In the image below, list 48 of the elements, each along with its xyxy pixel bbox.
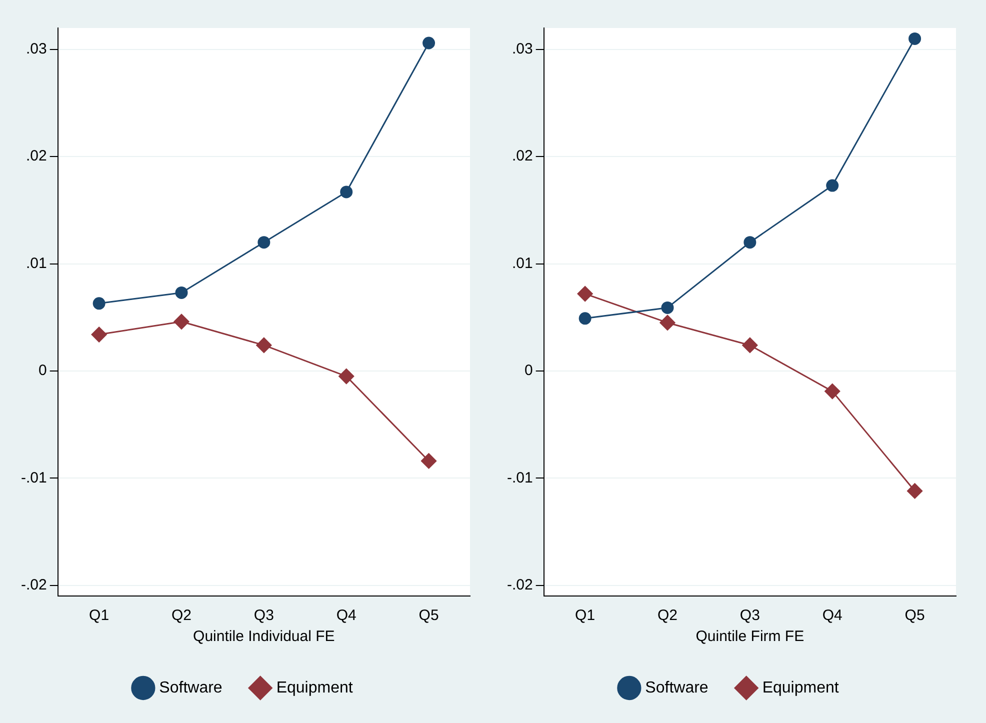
point <box>742 337 758 353</box>
legend-label: Equipment <box>276 679 354 696</box>
point <box>577 286 593 302</box>
x-tick-label: Q3 <box>254 607 274 624</box>
point <box>174 314 190 330</box>
point <box>907 483 923 499</box>
point <box>824 384 840 400</box>
legend-label: Equipment <box>762 679 840 696</box>
point <box>578 312 592 325</box>
x-tick-label: Q2 <box>171 607 192 624</box>
point <box>826 179 839 192</box>
point <box>256 337 272 353</box>
point <box>661 301 674 314</box>
point <box>908 32 922 45</box>
legend-label: Software <box>645 679 708 696</box>
y-tick-label: 0 <box>524 362 533 380</box>
x-tick-label: Q5 <box>418 607 439 624</box>
y-tick-label: -.02 <box>506 576 533 594</box>
y-tick-label: .02 <box>26 148 47 165</box>
y-tick-label: -.01 <box>20 469 47 486</box>
y-tick-label: 0 <box>38 362 47 380</box>
x-tick-label: Q1 <box>89 607 110 624</box>
y-tick-label: .03 <box>26 40 47 58</box>
x-axis-title: Quintile Firm FE <box>696 628 804 646</box>
point <box>340 186 353 198</box>
point <box>660 314 676 330</box>
y-tick-label: .02 <box>512 148 533 165</box>
x-tick-label: Q1 <box>575 607 596 624</box>
legend-label: Software <box>159 679 222 696</box>
y-tick-label: .01 <box>512 254 533 272</box>
point <box>422 36 436 50</box>
point <box>92 297 106 310</box>
x-tick-label: Q3 <box>740 607 760 624</box>
point <box>175 286 188 299</box>
point <box>338 368 354 384</box>
x-axis-title: Quintile Individual FE <box>193 628 335 646</box>
y-tick-label: .03 <box>512 40 533 58</box>
x-tick-label: Q2 <box>657 607 678 624</box>
point <box>744 236 756 249</box>
point <box>258 236 270 249</box>
y-tick-label: -.02 <box>20 576 47 594</box>
x-tick-label: Q4 <box>336 607 356 624</box>
y-tick-label: -.01 <box>506 469 533 486</box>
point <box>91 326 107 342</box>
x-tick-label: Q4 <box>822 607 842 624</box>
x-tick-label: Q5 <box>904 607 925 624</box>
point <box>421 453 437 469</box>
y-tick-label: .01 <box>26 254 47 272</box>
